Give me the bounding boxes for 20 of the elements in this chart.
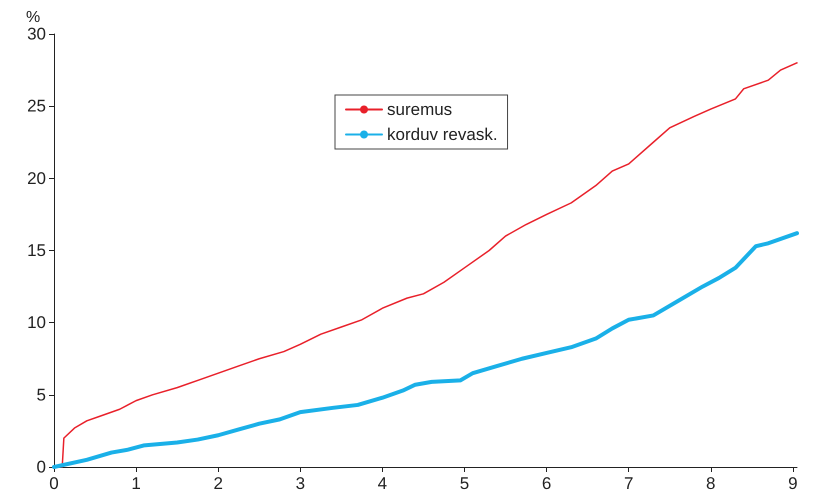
- y-tick-label: 25: [27, 96, 46, 116]
- y-tick-label: 5: [36, 385, 46, 404]
- x-tick-label: 2: [213, 474, 223, 493]
- legend-label: suremus: [387, 100, 452, 119]
- y-axis-title: %: [26, 9, 40, 26]
- x-tick-label: 0: [49, 474, 59, 493]
- y-tick-label: 0: [36, 458, 46, 476]
- y-tick-label: 30: [27, 24, 46, 44]
- x-tick-label: 1: [131, 474, 141, 493]
- x-tick-label: 9: [788, 474, 798, 493]
- x-tick-label: 8: [706, 474, 716, 493]
- x-tick-label: 4: [378, 474, 388, 493]
- x-tick-label: 6: [542, 474, 552, 493]
- y-tick-label: 15: [27, 241, 46, 260]
- x-tick-label: 3: [296, 474, 306, 493]
- x-tick-label: 5: [460, 474, 470, 493]
- y-tick-label: 20: [27, 168, 46, 188]
- legend-label: korduv revask.: [387, 125, 498, 144]
- y-tick-label: 10: [27, 313, 46, 332]
- x-tick-label: 7: [624, 474, 634, 493]
